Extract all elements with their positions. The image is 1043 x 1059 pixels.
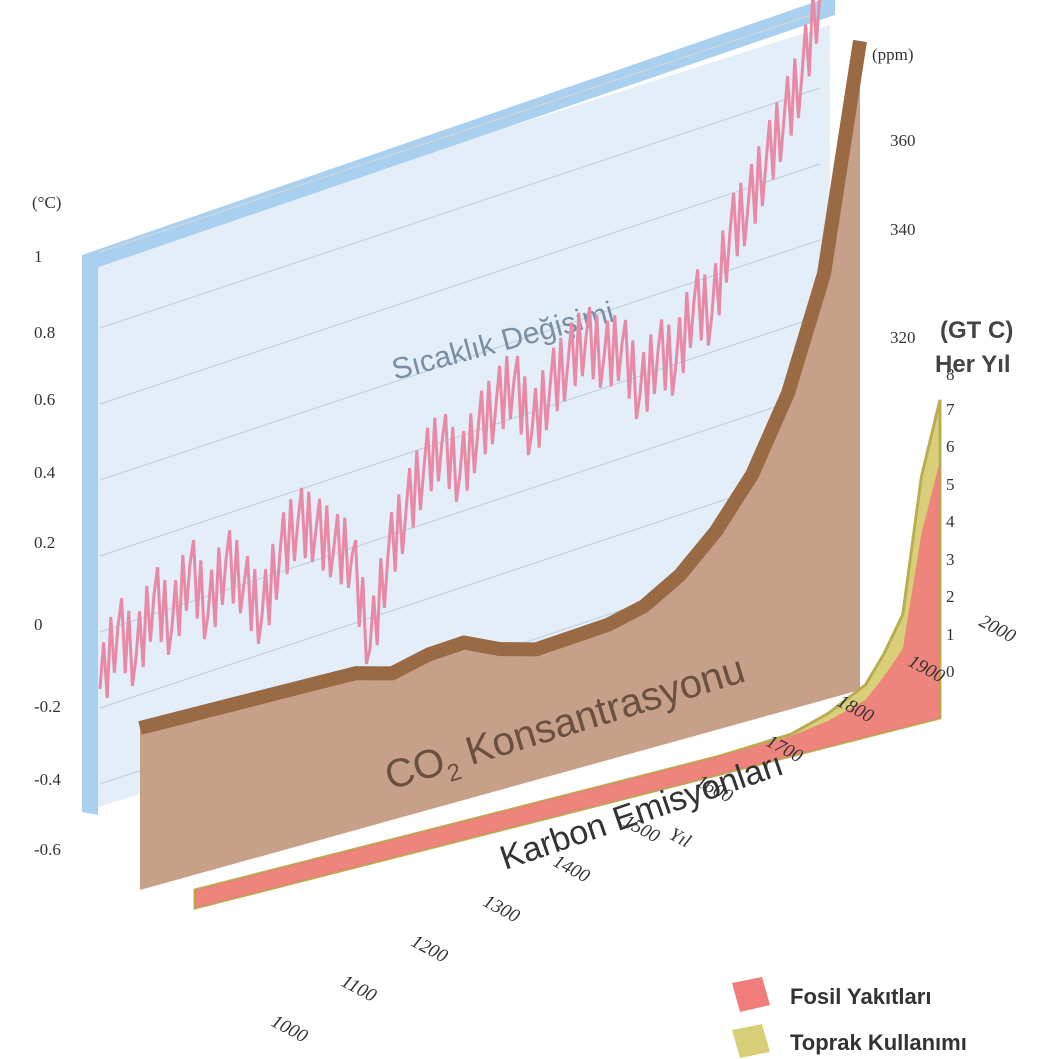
grid-line bbox=[99, 163, 821, 405]
legend: Fosil Yakıtları Toprak Kullanımı bbox=[732, 977, 967, 1058]
temperature-tick-label: 0.2 bbox=[34, 533, 55, 552]
emissions-axis: 8 7 6 5 4 3 2 1 0 bbox=[946, 365, 955, 681]
emissions-tick-label: 0 bbox=[946, 662, 955, 681]
co2-axis: 360 340 320 bbox=[890, 131, 916, 347]
x-tick-label: 1000 bbox=[268, 1011, 312, 1048]
temperature-tick-label: 0.6 bbox=[34, 390, 55, 409]
co2-tick-label: 360 bbox=[890, 131, 916, 150]
legend-swatch-fossil bbox=[732, 977, 770, 1012]
grid-line bbox=[99, 315, 821, 557]
temperature-tick-label: -0.6 bbox=[34, 840, 61, 859]
emissions-unit-line1: (GT C) bbox=[940, 317, 1013, 344]
temperature-unit: (°C) bbox=[32, 193, 61, 212]
legend-label-land: Toprak Kullanımı bbox=[790, 1030, 967, 1055]
emissions-tick-label: 6 bbox=[946, 437, 955, 456]
grid-line bbox=[99, 239, 821, 481]
grid-line bbox=[99, 11, 821, 253]
x-tick-label: 1400 bbox=[550, 851, 594, 888]
emissions-unit-line2: Her Yıl bbox=[935, 351, 1011, 378]
temperature-series-line bbox=[98, 0, 822, 699]
legend-swatch-land bbox=[732, 1024, 770, 1058]
temperature-tick-label: -0.2 bbox=[34, 697, 61, 716]
temperature-axis: 1 0.8 0.6 0.4 0.2 0 -0.2 -0.4 -0.6 bbox=[34, 247, 61, 859]
co2-series-top bbox=[138, 39, 867, 735]
x-tick-label: 1100 bbox=[338, 971, 381, 1007]
emissions-tick-label: 4 bbox=[946, 512, 955, 531]
temperature-panel-top-edge bbox=[82, 0, 835, 270]
emissions-tick-label: 5 bbox=[946, 475, 955, 494]
temperature-panel-left-edge bbox=[82, 255, 98, 815]
emissions-tick-label: 7 bbox=[946, 400, 955, 419]
grid-line bbox=[99, 467, 821, 709]
emissions-tick-label: 2 bbox=[946, 587, 955, 606]
co2-tick-label: 340 bbox=[890, 220, 916, 239]
temperature-tick-label: 1 bbox=[34, 247, 43, 266]
co2-series-side bbox=[140, 41, 860, 890]
co2-unit: (ppm) bbox=[872, 45, 914, 64]
emissions-tick-label: 3 bbox=[946, 550, 955, 569]
x-axis-label: Yıl bbox=[666, 824, 695, 852]
temperature-tick-label: 0.4 bbox=[34, 463, 56, 482]
temperature-tick-label: 0.8 bbox=[34, 323, 55, 342]
emissions-tick-label: 1 bbox=[946, 625, 955, 644]
emissions-tick-label: 8 bbox=[946, 365, 955, 384]
grid-line bbox=[99, 87, 821, 329]
temperature-tick-label: 0 bbox=[34, 615, 43, 634]
temperature-tick-label: -0.4 bbox=[34, 770, 61, 789]
x-tick-label: 1300 bbox=[480, 891, 524, 928]
co2-tick-label: 320 bbox=[890, 328, 916, 347]
grid-line bbox=[99, 391, 821, 633]
legend-label-fossil: Fosil Yakıtları bbox=[790, 984, 931, 1009]
x-tick-label: 2000 bbox=[976, 611, 1020, 648]
x-tick-label: 1200 bbox=[408, 931, 452, 968]
